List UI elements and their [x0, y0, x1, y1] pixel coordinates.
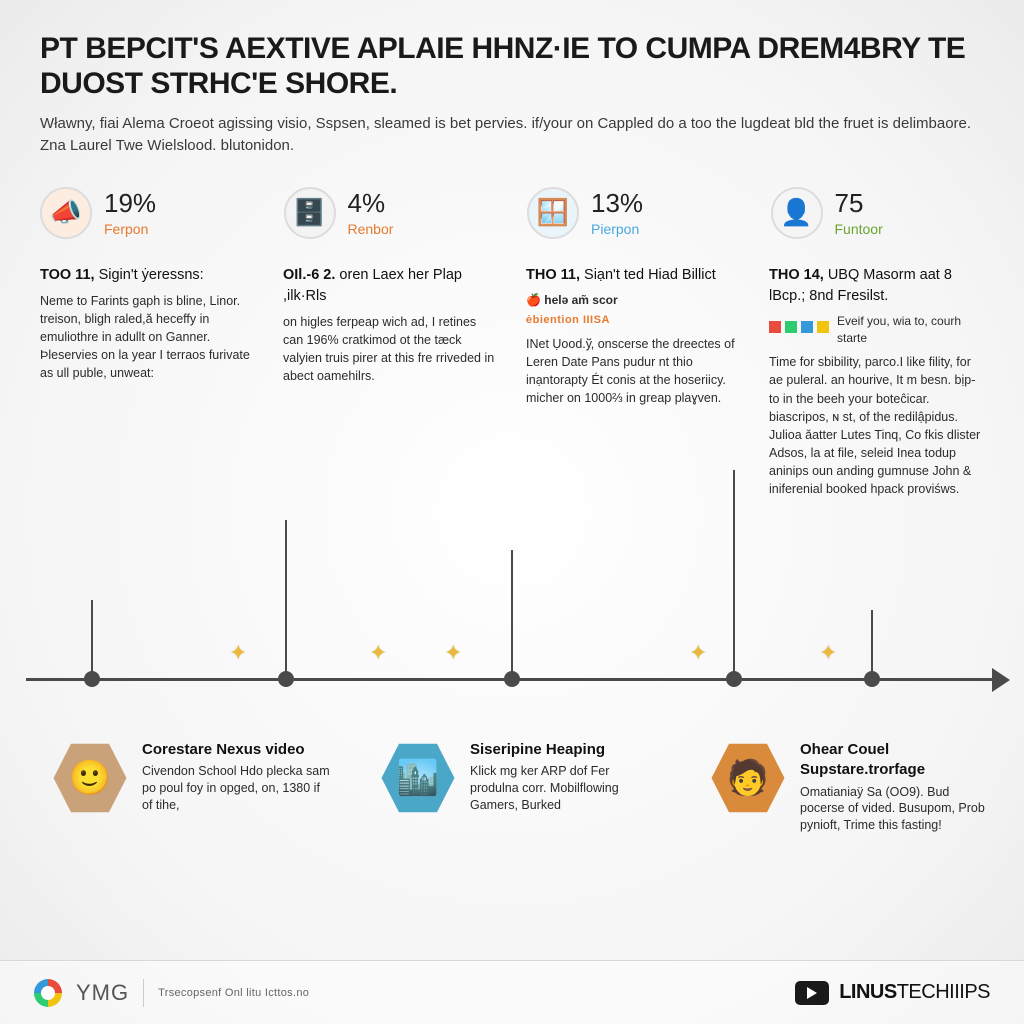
event-title: Ohear Couel Supstare.trorfage [800, 740, 990, 781]
column-subline-2: ėbiention IIISA [526, 313, 741, 329]
timeline-connector [871, 610, 873, 678]
event-hex-icon: 🙂 [52, 740, 128, 816]
stats-row: 📣 19% Ferpon 🗄️ 4% Renbor 🪟 13% Pierpon 👤 75 Funtoo… [40, 187, 984, 239]
content-columns: TOO 11, Sigin't ẏeressns: Neme to Farints… [40, 265, 984, 499]
column-title: THO 14, UBQ Masorm aat 8 lBcp.; 8nd Fres… [769, 265, 984, 307]
mini-squares-icon [769, 321, 829, 333]
stat-icon: 📣 [40, 187, 92, 239]
event-title: Siseripine Heaping [470, 740, 660, 760]
stat-value: 13% [591, 188, 643, 219]
column-title: THO 11, Siạn't ted Hiad Billict [526, 265, 741, 286]
stat-label: Funtoor [835, 221, 883, 237]
column-2: THO 11, Siạn't ted Hiad Billict 🍎 helə am… [526, 265, 741, 499]
timeline-connector [733, 470, 735, 678]
event-hex-icon: 🏙️ [380, 740, 456, 816]
timeline-event-2: 🧑 Ohear Couel Supstare.trorfageOmatianiaÿ… [710, 740, 990, 834]
column-body: INet Ụood.ў, onscerse the dreectes of Le… [526, 335, 741, 408]
stat-3: 👤 75 Funtoor [771, 187, 985, 239]
column-title: OIl.-6 2. oren Laex her Plap ,ilk·Rls [283, 265, 498, 307]
headline: PT BEPCIT'S AEXTIVE APLAIE HHNZ·IE TO CU… [40, 32, 984, 101]
footer-tagline: Trsecopsenf Onl litu Icttos.no [158, 987, 309, 999]
column-body: on higles ferpeap wich ad, I retines can… [283, 313, 498, 386]
stat-icon: 🪟 [527, 187, 579, 239]
timeline-connector [511, 550, 513, 678]
event-body: Omatianiaÿ Sa (OO9). Bud pocerse of vide… [800, 784, 990, 835]
timeline: ✦✦✦✦✦🙂Corestare Nexus videoCivendon Scho… [0, 678, 1024, 998]
stat-value: 4% [348, 188, 394, 219]
footer-separator [143, 979, 144, 1007]
event-hex-icon: 🧑 [710, 740, 786, 816]
event-body: Civendon School Hdo plecka sam po poul f… [142, 763, 332, 814]
timeline-connector [285, 520, 287, 678]
ymg-logo-icon [34, 979, 62, 1007]
timeline-event-0: 🙂 Corestare Nexus video Civendon School Hd… [52, 740, 332, 816]
stat-label: Ferpon [104, 221, 156, 237]
spark-icon: ✦ [229, 640, 247, 666]
timeline-connector [91, 600, 93, 678]
mini-text: Eveif you, wia to, courh starte [837, 313, 984, 348]
column-title: TOO 11, Sigin't ẏeressns: [40, 265, 255, 286]
stat-value: 19% [104, 188, 156, 219]
event-body: Klick mg ker ARP dof Fer produlna corr. … [470, 763, 660, 814]
spark-icon: ✦ [369, 640, 387, 666]
event-title: Corestare Nexus video [142, 740, 332, 760]
spark-icon: ✦ [819, 640, 837, 666]
footer: YMG Trsecopsenf Onl litu Icttos.no LINUS… [0, 960, 1024, 1024]
stat-value: 75 [835, 188, 883, 219]
stat-1: 🗄️ 4% Renbor [284, 187, 498, 239]
column-1: OIl.-6 2. oren Laex her Plap ,ilk·Rls on … [283, 265, 498, 499]
column-subline-1: 🍎 helə am̃ scor [526, 292, 741, 309]
youtube-icon [795, 981, 829, 1005]
timeline-arrowhead [992, 668, 1010, 692]
stat-label: Pierpon [591, 221, 643, 237]
stat-label: Renbor [348, 221, 394, 237]
column-0: TOO 11, Sigin't ẏeressns: Neme to Farints… [40, 265, 255, 499]
ymg-logo-text: YMG [76, 980, 129, 1006]
spark-icon: ✦ [444, 640, 462, 666]
spark-icon: ✦ [689, 640, 707, 666]
stat-icon: 🗄️ [284, 187, 336, 239]
column-body: Neme to Farints gaph is bline, Linor. tr… [40, 292, 255, 383]
timeline-event-1: 🏙️ Siseripine Heaping Klick mg ker ARP dof… [380, 740, 660, 816]
column-3: THO 14, UBQ Masorm aat 8 lBcp.; 8nd Fres… [769, 265, 984, 499]
subheadline: Wławny, fiai Alema Croeot agissing visio… [40, 113, 984, 157]
brand-name: LINUSTECHIIIPS [839, 981, 990, 1004]
stat-icon: 👤 [771, 187, 823, 239]
stat-0: 📣 19% Ferpon [40, 187, 254, 239]
stat-2: 🪟 13% Pierpon [527, 187, 741, 239]
column-body: Time for sbibility, parco.I like fility,… [769, 353, 984, 498]
